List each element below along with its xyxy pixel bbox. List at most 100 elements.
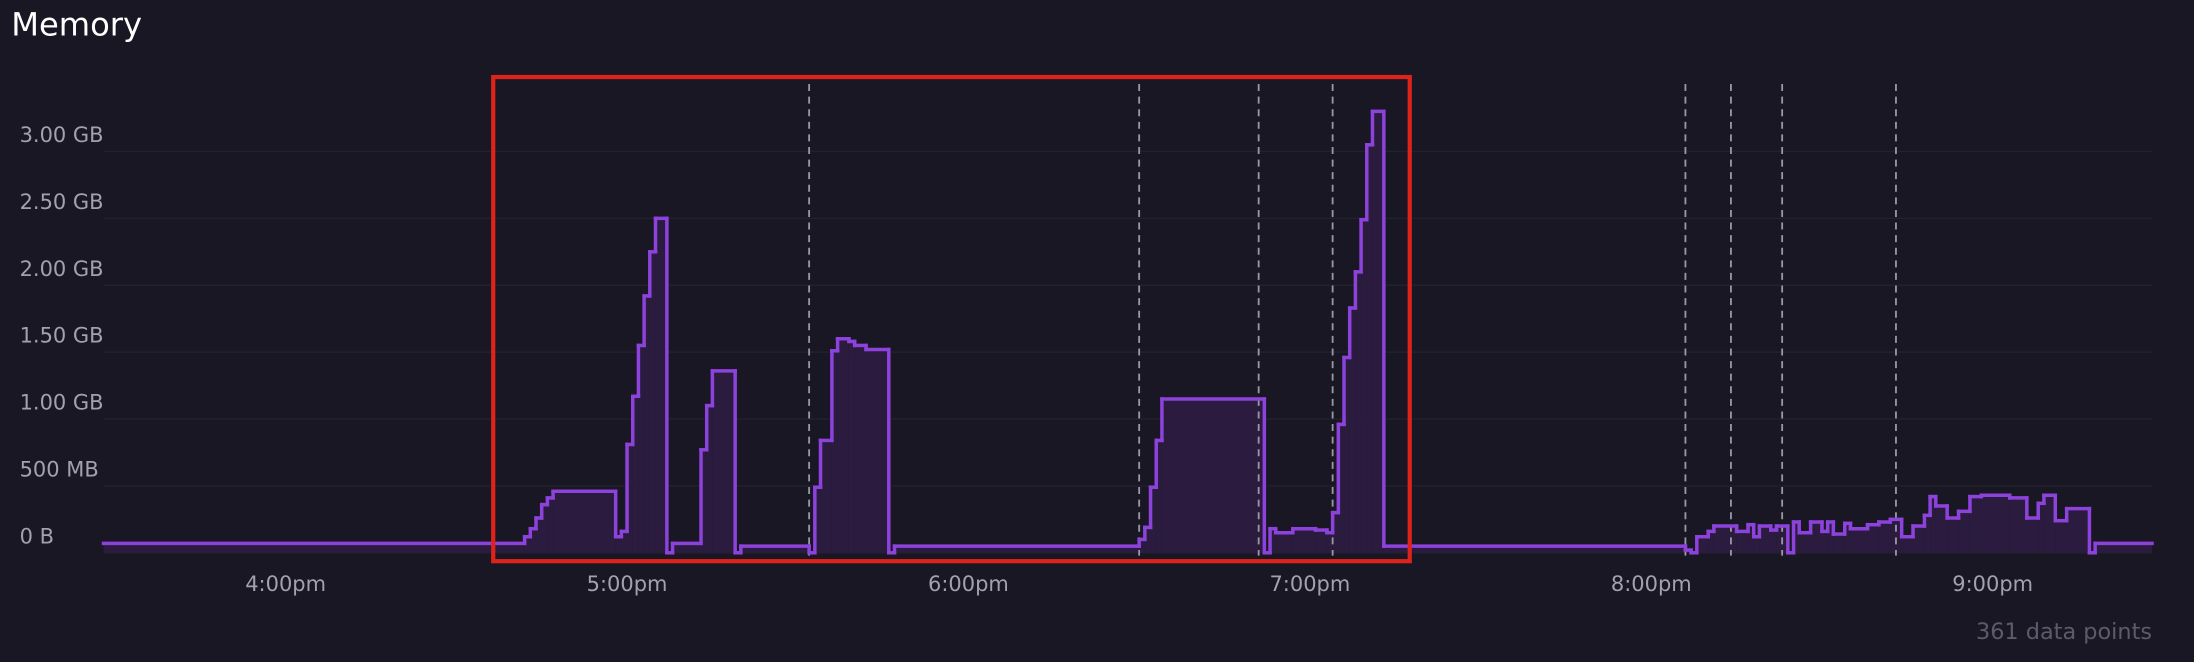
- area-step: [814, 487, 821, 553]
- area-step: [655, 218, 667, 553]
- area-step: [1355, 271, 1362, 553]
- area-step: [547, 497, 554, 553]
- area-step: [530, 528, 537, 553]
- area-step: [1275, 532, 1293, 553]
- area-step: [837, 338, 849, 553]
- area-step: [1349, 307, 1356, 553]
- area-step: [1867, 524, 1879, 553]
- area-step: [820, 440, 832, 553]
- area-step: [1139, 539, 1145, 553]
- area-step: [553, 491, 616, 553]
- y-tick-label: 3.00 GB: [20, 123, 104, 147]
- area-step: [1361, 219, 1367, 553]
- area-step: [2055, 520, 2067, 553]
- area-step: [1696, 536, 1709, 553]
- area-step: [1383, 546, 1686, 553]
- y-tick-label: 2.50 GB: [20, 190, 104, 214]
- area-step: [1878, 522, 1891, 553]
- x-tick-label: 5:00pm: [587, 572, 668, 596]
- area-step: [866, 349, 889, 553]
- area-step: [2066, 508, 2090, 553]
- area-step: [1799, 532, 1811, 553]
- area-step: [1315, 530, 1327, 553]
- area-step: [848, 341, 855, 553]
- area-step: [1890, 519, 1902, 553]
- area-step: [524, 536, 531, 553]
- area-step: [2038, 503, 2044, 553]
- area-step: [541, 504, 548, 553]
- data-point-count: 361 data points: [1976, 619, 2152, 645]
- area-step: [706, 405, 713, 553]
- area-step: [1793, 522, 1800, 553]
- area-step: [649, 251, 656, 553]
- area-step: [1958, 511, 1970, 553]
- area-step: [1827, 522, 1834, 553]
- area-step: [1821, 531, 1828, 553]
- area: [103, 111, 2153, 553]
- area-step: [1753, 536, 1760, 553]
- area-step: [1713, 526, 1737, 553]
- area-step: [632, 396, 639, 553]
- area-step: [1901, 536, 1914, 553]
- area-step: [894, 546, 1140, 553]
- area-step: [1144, 527, 1151, 553]
- area-step: [672, 543, 702, 553]
- area-step: [1150, 487, 1157, 553]
- area-step: [1332, 512, 1339, 553]
- area-step: [1850, 528, 1868, 553]
- area-step: [1156, 440, 1162, 553]
- area-step: [1770, 530, 1777, 553]
- area-step: [1935, 505, 1948, 553]
- area-step: [627, 444, 633, 553]
- area-step: [1810, 522, 1822, 553]
- area-step: [536, 517, 542, 553]
- area-step: [1947, 517, 1959, 553]
- y-tick-label: 1.50 GB: [20, 324, 104, 348]
- y-tick-label: 0 B: [20, 524, 54, 548]
- area-step: [701, 449, 707, 553]
- area-step: [1844, 523, 1851, 553]
- area-step: [621, 531, 628, 553]
- area-step: [1736, 531, 1749, 553]
- area-step: [1833, 534, 1845, 553]
- area-step: [1326, 532, 1333, 553]
- area-step: [1292, 528, 1316, 553]
- area-step: [1708, 531, 1714, 553]
- area-step: [1924, 515, 1931, 553]
- area-step: [1913, 526, 1925, 553]
- area-step: [1372, 111, 1384, 553]
- area-step: [1930, 496, 1936, 553]
- area-step: [1161, 398, 1265, 553]
- y-tick-label: 1.00 GB: [20, 391, 104, 415]
- x-tick-label: 7:00pm: [1269, 572, 1350, 596]
- area-step: [2043, 495, 2056, 553]
- area-step: [1338, 424, 1345, 553]
- area-step: [740, 546, 810, 553]
- y-tick-label: 2.00 GB: [20, 257, 104, 281]
- area-step: [1270, 528, 1276, 553]
- x-tick-label: 6:00pm: [928, 572, 1009, 596]
- x-tick-label: 9:00pm: [1952, 572, 2033, 596]
- area-step: [1366, 144, 1373, 553]
- x-tick-label: 8:00pm: [1611, 572, 1692, 596]
- y-tick-label: 500 MB: [20, 458, 99, 482]
- area-step: [854, 345, 867, 553]
- area-step: [638, 345, 645, 553]
- area-step: [1748, 524, 1754, 553]
- area-step: [831, 350, 838, 553]
- tick-labels: 0 B 500 MB 1.00 GB 1.50 GB 2.00 GB 2.50 GB 3.0…: [20, 123, 2034, 596]
- area-step: [1969, 496, 1982, 553]
- area-step: [615, 536, 622, 553]
- area-step: [1981, 495, 2010, 553]
- x-tick-label: 4:00pm: [245, 572, 326, 596]
- area-step: [1759, 526, 1771, 553]
- area-step: [2009, 497, 2027, 553]
- area-step: [103, 543, 525, 553]
- series-line: [101, 109, 2154, 555]
- event-markers: [808, 84, 1897, 556]
- area-step: [644, 295, 650, 553]
- chart-title: Memory: [11, 6, 142, 44]
- highlight-box: [491, 74, 1412, 564]
